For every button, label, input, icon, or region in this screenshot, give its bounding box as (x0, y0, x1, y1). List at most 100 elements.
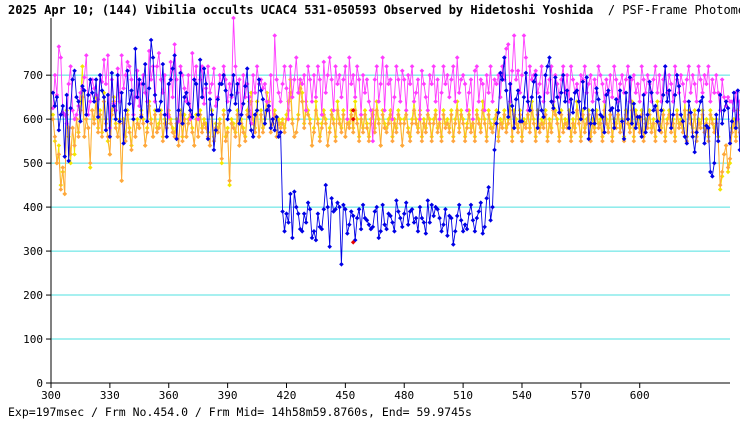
point-target_blue (109, 70, 115, 76)
point-comparison_orange (566, 112, 572, 118)
point-target_blue (735, 88, 740, 93)
point-target_blue (435, 206, 440, 212)
point-target_blue (672, 92, 678, 98)
point-comparison_yellow (566, 108, 572, 113)
point-comparison_yellow (604, 116, 609, 122)
point-target_blue (325, 204, 331, 210)
point-comparison_magenta (368, 108, 374, 113)
point-comparison_orange (123, 138, 128, 144)
point-comparison_yellow (299, 90, 305, 96)
point-target_blue (213, 127, 219, 133)
point-comparison_yellow (670, 116, 676, 122)
point-comparison_magenta (327, 55, 332, 60)
point-comparison_magenta (162, 72, 168, 78)
point-target_blue (233, 101, 238, 107)
point-target_blue (282, 228, 287, 234)
point-comparison_magenta (521, 33, 527, 38)
point-comparison_orange (156, 125, 162, 131)
point-target_blue (505, 114, 511, 120)
point-target_blue (715, 138, 721, 144)
point-comparison_magenta (58, 55, 64, 60)
point-target_blue (68, 105, 73, 111)
point-target_blue (266, 103, 272, 109)
point-comparison_yellow (362, 108, 368, 113)
point-comparison_yellow (458, 108, 464, 113)
point-comparison_magenta (384, 64, 389, 69)
point-comparison_magenta (657, 72, 662, 78)
x-tick-label: 390 (218, 389, 238, 402)
point-comparison_orange (568, 138, 574, 144)
point-comparison_magenta (609, 94, 615, 100)
point-target_blue (333, 206, 338, 212)
point-comparison_yellow (225, 125, 230, 131)
point-comparison_magenta (549, 64, 554, 69)
point-target_blue (295, 211, 301, 216)
point-comparison_magenta (142, 90, 148, 96)
point-target_blue (717, 92, 723, 98)
point-comparison_orange (651, 121, 656, 126)
point-target_blue (643, 130, 648, 135)
point-comparison_orange (80, 94, 85, 100)
point-target_blue (719, 121, 725, 126)
point-comparison_magenta (478, 77, 484, 82)
point-comparison_yellow (503, 125, 509, 131)
point-target_blue (555, 94, 560, 100)
point-comparison_orange (692, 112, 697, 118)
point-comparison_orange (89, 108, 95, 113)
point-comparison_orange (484, 138, 489, 144)
point-target_blue (368, 226, 374, 232)
point-comparison_orange (50, 116, 56, 122)
point-comparison_yellow (690, 125, 696, 131)
point-target_blue (89, 90, 95, 96)
point-comparison_orange (664, 121, 670, 126)
point-comparison_orange (52, 134, 58, 140)
point-comparison_magenta (725, 94, 731, 100)
point-comparison_magenta (280, 81, 285, 87)
point-target_blue (160, 61, 166, 67)
point-comparison_magenta (490, 99, 495, 104)
point-target_blue (521, 94, 527, 100)
point-target_blue (502, 55, 507, 60)
point-target_blue (348, 209, 354, 214)
point-comparison_magenta (364, 77, 370, 82)
point-target_blue (529, 94, 535, 100)
point-comparison_magenta (105, 53, 111, 58)
point-comparison_orange (411, 108, 417, 113)
point-target_blue (85, 92, 91, 98)
point-comparison_orange (435, 130, 440, 135)
point-target_blue (195, 112, 201, 118)
point-comparison_magenta (690, 72, 696, 78)
point-comparison_orange (366, 138, 372, 144)
point-target_blue (376, 235, 382, 241)
point-comparison_orange (219, 156, 225, 162)
point-marker_red (350, 116, 356, 122)
point-comparison_magenta (484, 72, 489, 78)
point-comparison_yellow (464, 121, 470, 126)
point-target_blue (492, 147, 497, 153)
x-tick-label: 420 (277, 389, 297, 402)
point-target_blue (564, 88, 570, 93)
point-comparison_magenta (399, 68, 405, 74)
point-comparison_orange (653, 138, 658, 144)
point-comparison_magenta (574, 81, 580, 87)
point-comparison_magenta (445, 72, 450, 78)
point-comparison_yellow (421, 116, 427, 122)
point-comparison_orange (319, 125, 325, 131)
point-target_blue (662, 64, 668, 69)
point-comparison_orange (290, 121, 295, 126)
point-comparison_magenta (260, 86, 266, 91)
point-comparison_orange (280, 121, 285, 126)
point-comparison_magenta (309, 99, 315, 104)
point-target_blue (278, 130, 283, 135)
point-comparison_magenta (380, 55, 385, 60)
point-comparison_yellow (474, 108, 480, 113)
point-comparison_magenta (529, 77, 535, 82)
point-target_blue (737, 147, 740, 153)
point-comparison_orange (301, 125, 307, 131)
point-target_blue (684, 141, 690, 146)
series-comparison_orange (50, 86, 740, 197)
point-comparison_orange (276, 121, 281, 126)
point-comparison_magenta (197, 77, 203, 82)
point-comparison_magenta (301, 72, 307, 78)
point-comparison_orange (513, 121, 519, 126)
